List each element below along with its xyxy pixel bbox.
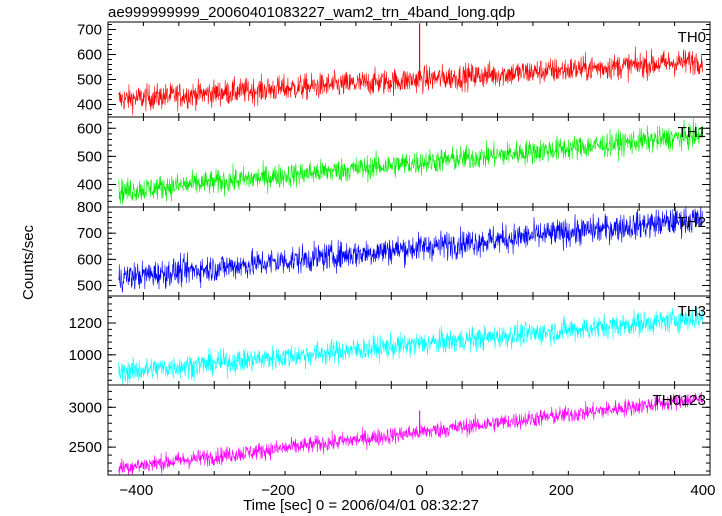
x-tick-label: −200 (261, 482, 295, 499)
y-tick-label: 3000 (69, 399, 102, 416)
series-line-th0 (118, 46, 704, 116)
series-line-th1 (118, 117, 704, 205)
y-tick-label: 1200 (69, 315, 102, 332)
panel-label-th3: TH3 (678, 303, 706, 320)
chart-title: ae999999999_20060401083227_wam2_trn_4ban… (108, 4, 516, 21)
y-tick-label: 2500 (69, 439, 102, 456)
series-line-th3 (118, 307, 704, 385)
panel-frame-th0123 (107, 384, 711, 476)
y-tick-label: 400 (77, 97, 102, 114)
panel-label-th2: TH2 (678, 214, 706, 231)
y-tick-label: 700 (77, 22, 102, 39)
y-tick-label: 500 (77, 278, 102, 295)
y-tick-label: 600 (77, 120, 102, 137)
y-tick-label: 700 (77, 225, 102, 242)
y-tick-label: 1000 (69, 347, 102, 364)
x-axis-label: Time [sec] 0 = 2006/04/01 08:32:27 (243, 497, 479, 514)
y-tick-label: 600 (77, 47, 102, 64)
panel-label-th0: TH0 (678, 29, 706, 46)
x-tick-label: 200 (549, 482, 574, 499)
y-tick-label: 500 (77, 148, 102, 165)
panel-label-th0123: TH0123 (653, 392, 706, 409)
series-line-th0123 (118, 391, 704, 475)
y-tick-label: 600 (77, 251, 102, 268)
y-tick-label: 400 (77, 177, 102, 194)
x-tick-label: −400 (119, 482, 153, 499)
panel-label-th1: TH1 (678, 124, 706, 141)
y-tick-label: 800 (77, 199, 102, 216)
panel-frame-th2 (107, 206, 711, 297)
x-tick-label: 400 (690, 482, 715, 499)
series-line-th2 (118, 207, 704, 293)
y-tick-label: 500 (77, 72, 102, 89)
x-tick-label: 0 (415, 482, 423, 499)
